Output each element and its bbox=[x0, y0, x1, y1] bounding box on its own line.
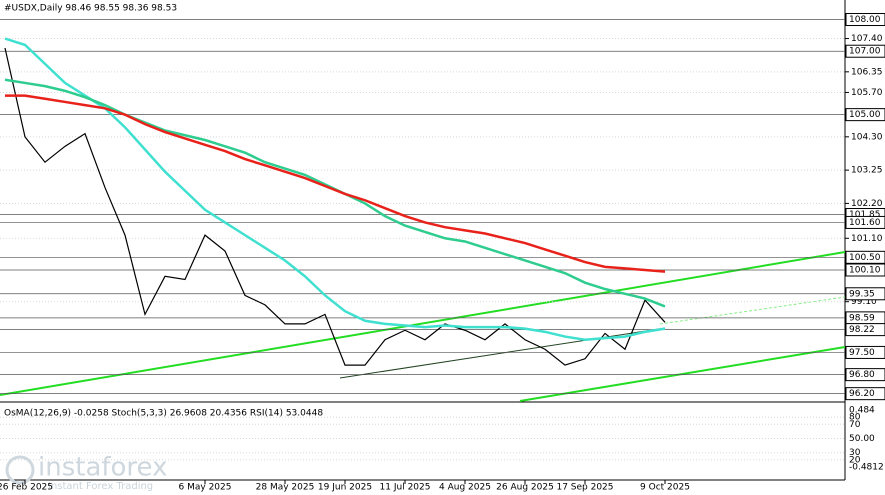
level-label: 100.10 bbox=[849, 266, 881, 276]
level-label: 98.22 bbox=[849, 325, 875, 335]
level-label: 105.00 bbox=[849, 110, 881, 120]
x-tick-label: 4 Aug 2025 bbox=[439, 483, 491, 493]
indicator-tick: 50.00 bbox=[849, 434, 875, 444]
indicator-tick: 70 bbox=[849, 420, 861, 430]
x-tick-label: 6 May 2025 bbox=[179, 483, 232, 493]
series-line bbox=[4, 37, 666, 342]
level-label: 96.80 bbox=[849, 370, 875, 380]
level-label: 108.00 bbox=[849, 15, 881, 25]
y-tick-label: 105.70 bbox=[851, 88, 883, 98]
trend-line bbox=[339, 327, 666, 379]
level-box bbox=[845, 387, 885, 401]
level-box bbox=[845, 215, 885, 229]
level-box bbox=[845, 250, 885, 264]
x-tick-label: 28 May 2025 bbox=[256, 483, 315, 493]
level-label: 97.50 bbox=[849, 348, 875, 358]
y-tick-label: 103.25 bbox=[851, 166, 883, 176]
trend-line bbox=[0, 251, 846, 396]
y-tick-label: 99.10 bbox=[851, 297, 877, 307]
level-label: 100.50 bbox=[849, 253, 881, 263]
indicator-tick: 30 bbox=[849, 448, 861, 458]
indicator-tick: -0.4812 bbox=[849, 463, 884, 473]
indicator-legend: OsMA(12,26,9) -0.0258 Stoch(5,3,3) 26.96… bbox=[4, 409, 323, 419]
watermark: instaforex bbox=[38, 453, 167, 483]
indicator-tick: 0.484 bbox=[849, 406, 875, 416]
level-box bbox=[845, 263, 885, 277]
level-label: 107.00 bbox=[849, 47, 881, 57]
level-box bbox=[845, 108, 885, 122]
y-tick-label: 101.10 bbox=[851, 234, 883, 244]
level-label: 101.85 bbox=[849, 210, 881, 220]
level-box bbox=[845, 13, 885, 27]
level-box bbox=[845, 287, 885, 301]
level-box bbox=[845, 345, 885, 359]
x-tick-label: 26 Aug 2025 bbox=[496, 483, 554, 493]
x-tick-label: 9 Oct 2025 bbox=[640, 483, 690, 493]
indicator-tick: 80 bbox=[849, 413, 861, 423]
level-label: 99.35 bbox=[849, 289, 875, 299]
x-tick-label: 11 Jul 2025 bbox=[380, 483, 431, 493]
level-box bbox=[845, 44, 885, 58]
y-tick-label: 107.40 bbox=[851, 34, 883, 44]
level-box bbox=[845, 368, 885, 382]
chart-title: #USDX,Daily 98.46 98.55 98.36 98.53 bbox=[4, 4, 177, 14]
y-tick-label: 104.30 bbox=[851, 132, 883, 142]
level-label: 96.20 bbox=[849, 389, 875, 399]
indicator-tick: 20 bbox=[849, 455, 861, 465]
watermark-icon bbox=[5, 455, 35, 485]
y-tick-label: 106.35 bbox=[851, 67, 883, 77]
series-line bbox=[5, 94, 666, 273]
level-box bbox=[845, 323, 885, 337]
x-tick-label: 19 Jun 2025 bbox=[318, 483, 372, 493]
watermark-tagline: Instant Forex Trading bbox=[48, 481, 153, 492]
y-tick-label: 102.20 bbox=[851, 199, 883, 209]
level-label: 98.59 bbox=[849, 313, 875, 323]
x-tick-label: 26 Feb 2025 bbox=[0, 483, 53, 493]
trend-line bbox=[519, 346, 846, 402]
x-tick-label: 17 Sep 2025 bbox=[556, 483, 613, 493]
trend-line bbox=[659, 296, 846, 325]
level-label: 101.60 bbox=[849, 218, 881, 228]
series-line bbox=[4, 47, 666, 366]
